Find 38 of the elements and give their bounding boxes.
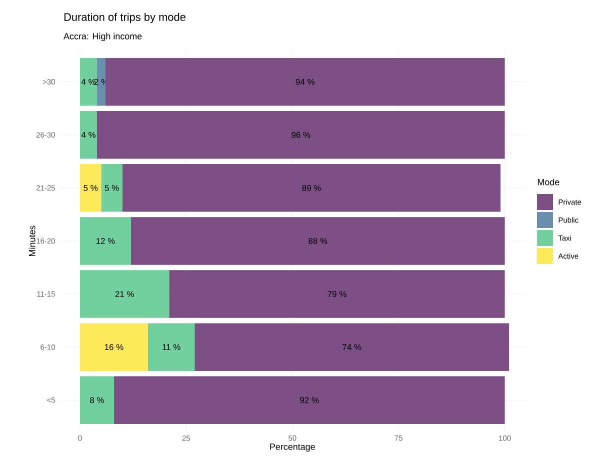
bar: [114, 376, 505, 424]
bar: [130, 217, 505, 265]
bar: [96, 111, 505, 159]
data-label: 4 %: [81, 132, 96, 138]
bar: [148, 323, 195, 371]
bar: [80, 217, 131, 265]
data-label: 5 %: [104, 184, 119, 191]
bar: [194, 323, 510, 371]
data-label: 21 %: [115, 291, 134, 298]
bar: [80, 58, 97, 106]
data-label: 89 %: [302, 184, 321, 191]
bar: [101, 164, 122, 212]
bar: [80, 270, 170, 318]
chart-title: Duration of trips by mode: [64, 12, 186, 24]
data-label: 4 %: [81, 78, 96, 85]
data-label: 74 %: [342, 344, 362, 350]
bar: [122, 164, 501, 212]
data-label: 94 %: [296, 78, 314, 85]
data-label: 96 %: [292, 132, 310, 138]
bar: [169, 270, 505, 318]
data-label: 79 %: [328, 291, 346, 298]
bar: [80, 164, 102, 212]
data-label: 12 %: [96, 238, 115, 244]
bar: [80, 376, 114, 424]
data-label: 88 %: [308, 238, 328, 244]
data-label: 92 %: [300, 397, 319, 404]
y-axis-title: Minutes: [28, 226, 36, 256]
chart-subtitle: Accra: High income: [64, 32, 142, 42]
x-axis-title: Percentage: [270, 444, 315, 452]
data-label: 16 %: [104, 344, 124, 350]
bar: [96, 58, 106, 106]
data-label: 5 %: [84, 184, 98, 191]
data-label: 11 %: [162, 344, 180, 350]
data-label: 8 %: [90, 397, 104, 404]
bar: [80, 323, 148, 371]
bar: [105, 58, 505, 106]
bar: [80, 111, 97, 159]
legend-title: Mode: [538, 178, 560, 186]
